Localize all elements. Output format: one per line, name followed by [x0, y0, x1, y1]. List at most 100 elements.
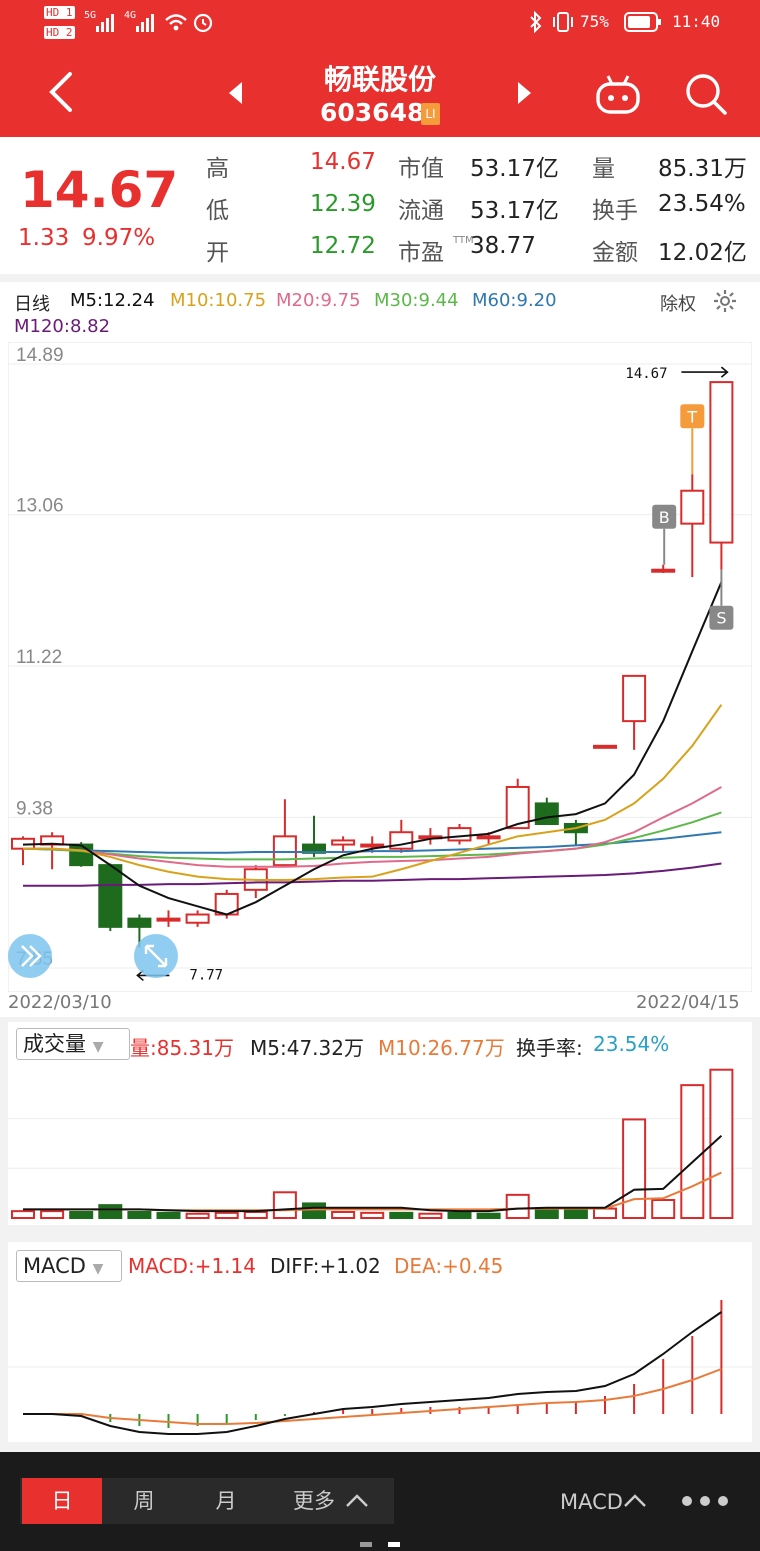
volume-bar: [563, 1209, 588, 1220]
end-date: 2022/04/15: [636, 992, 740, 1013]
dea-value: DEA:+0.45: [394, 1254, 504, 1278]
stat-value: 85.31万: [658, 156, 747, 182]
stock-name: 畅联股份: [323, 63, 436, 96]
trade-marker-t: [680, 404, 705, 429]
volume-bar: [709, 1068, 734, 1220]
chevron-down-icon: ▼: [92, 1261, 104, 1277]
macd-chart[interactable]: [8, 1288, 752, 1440]
macd-indicator-dropdown[interactable]: MACD ▼: [16, 1250, 122, 1282]
volume-bar: [98, 1204, 123, 1219]
candle-body: [69, 843, 94, 867]
volume-indicator-dropdown[interactable]: 成交量 ▼: [16, 1028, 130, 1060]
stock-code: 603648: [320, 98, 425, 127]
y-tick-label: 13.06: [16, 496, 64, 517]
candle-body: [680, 489, 705, 525]
macd-panel: MACD ▼ MACD:+1.14 DIFF:+1.02 DEA:+0.45: [8, 1242, 752, 1442]
candle-body: [593, 744, 617, 749]
ma5-line: [22, 581, 723, 916]
scroll-left-chevrons: [21, 945, 42, 967]
volume-m10: M10:26.77万: [378, 1036, 505, 1060]
volume-bar: [156, 1211, 181, 1220]
tab-month[interactable]: 月: [215, 1489, 237, 1513]
next-stock-icon[interactable]: [514, 80, 534, 106]
chart-frame: [8, 342, 752, 992]
robot-assistant-icon[interactable]: [594, 72, 642, 116]
stat-label: 换手: [592, 198, 638, 224]
battery-percent: 75%: [580, 12, 609, 31]
candle-body: [185, 913, 210, 924]
adjust-label[interactable]: 除权: [660, 294, 696, 315]
volume-bar: [185, 1212, 210, 1219]
stat-label: 低: [206, 198, 229, 224]
tab-week[interactable]: 周: [133, 1489, 155, 1513]
stat-label: 开: [206, 240, 229, 266]
chevron-up-icon[interactable]: [344, 1492, 370, 1510]
back-arrow-icon[interactable]: [44, 70, 76, 114]
price-change: 1.33: [18, 225, 70, 251]
last-price: 14.67: [20, 161, 179, 219]
signal-bars-2-icon: [136, 14, 154, 32]
volume-bar: [418, 1212, 443, 1219]
tab-day[interactable]: 日: [22, 1478, 102, 1524]
trade-marker-s: [709, 605, 734, 630]
volume-bar: [651, 1199, 676, 1219]
ma10-line: [23, 704, 723, 881]
volume-bar: [476, 1212, 501, 1219]
search-icon[interactable]: [684, 72, 728, 116]
y-tick-label: 11.22: [16, 647, 62, 668]
volume-bar: [272, 1191, 297, 1219]
ma-legend-item: M10:10.75: [170, 290, 267, 311]
wifi-icon: [165, 14, 187, 31]
page-dot-active: [388, 1542, 400, 1547]
ma-legend-item: M5:12.24: [70, 290, 155, 311]
stat-value: 53.17亿: [470, 198, 559, 224]
candle-body: [272, 835, 297, 867]
stat-label: 市盈: [398, 240, 444, 266]
y-tick-label: 14.89: [16, 345, 64, 366]
trade-marker-t-label: T: [686, 407, 697, 426]
chevron-down-icon: ▼: [92, 1039, 104, 1055]
macd-value: MACD:+1.14: [128, 1254, 256, 1278]
stat-value: 12.39: [310, 191, 376, 217]
stat-label: 高: [206, 156, 229, 182]
diff-line: [23, 1311, 722, 1435]
period-label: 日线: [14, 294, 50, 315]
candle-body: [476, 835, 501, 840]
diff-value: DIFF:+1.02: [270, 1254, 381, 1278]
high-annotation: 14.67: [625, 366, 667, 382]
signal-bars-icon: [96, 14, 114, 32]
kline-panel: 日线 M5:12.24 M10:10.75 M20:9.75 M30:9.44 M60:…: [0, 282, 760, 1017]
ma-legend-item: M30:9.44: [374, 290, 459, 311]
volume-bar: [447, 1211, 472, 1220]
indicator-chevron-up-icon[interactable]: [622, 1492, 648, 1510]
volume-chart[interactable]: [8, 1066, 752, 1222]
candle-body: [534, 802, 559, 825]
stock-badge: LI: [421, 103, 440, 125]
candle-body: [156, 917, 181, 922]
settings-gear-icon[interactable]: [712, 288, 738, 314]
more-dots-icon[interactable]: [680, 1494, 730, 1508]
prev-stock-icon[interactable]: [226, 80, 246, 106]
volume-bar: [680, 1084, 705, 1220]
candle-body: [331, 839, 356, 846]
tab-more[interactable]: 更多: [293, 1489, 335, 1513]
candle-body: [651, 568, 676, 573]
volume-bar: [214, 1211, 239, 1220]
ttm-label: TTM: [453, 235, 474, 246]
trade-marker-s-label: S: [716, 609, 726, 628]
ma30-line: [22, 811, 722, 861]
indicator-switch[interactable]: MACD: [560, 1490, 623, 1514]
macd-dropdown-label: MACD: [23, 1254, 86, 1278]
volume-bar: [593, 1207, 617, 1219]
volume-bar: [389, 1211, 414, 1220]
volume-bar: [69, 1211, 94, 1219]
hd1-badge: HD 1: [44, 6, 75, 19]
candle-body: [622, 674, 647, 723]
stat-label: 市值: [398, 156, 444, 182]
trade-marker-b-label: B: [659, 508, 670, 527]
page-dot: [360, 1542, 372, 1547]
ma-legend-item: M60:9.20: [472, 290, 557, 311]
turnover-value: 23.54%: [593, 1032, 670, 1056]
candle-body: [127, 917, 152, 928]
